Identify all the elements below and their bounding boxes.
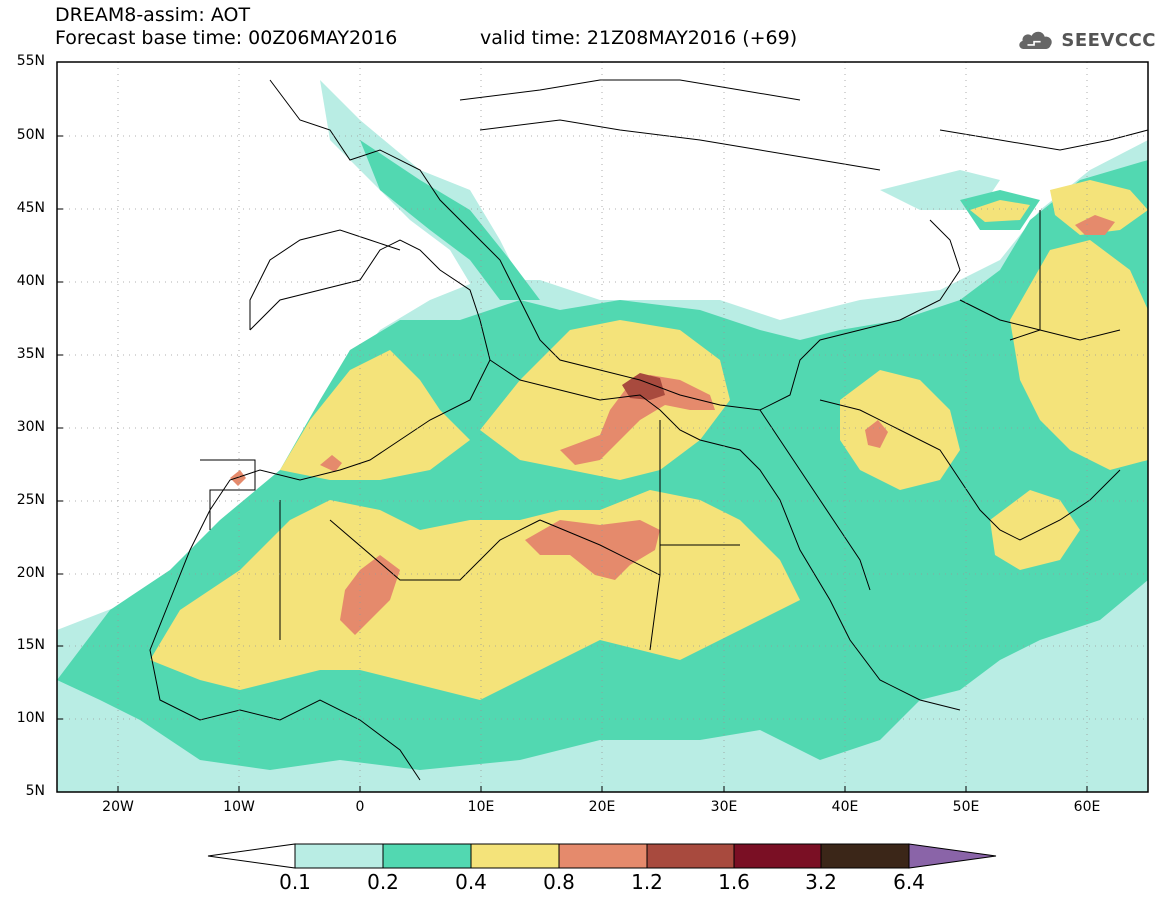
lat-label: 45N [16,200,45,216]
lat-label: 10N [16,710,45,726]
aot-band-1.2 [622,373,665,400]
lat-label: 55N [16,53,45,69]
valid-time: valid time: 21Z08MAY2016 (+69) [480,27,798,49]
map-title: DREAM8-assim: AOT [55,4,251,26]
legend-label: 0.1 [279,870,311,894]
legend-label: 1.2 [631,870,663,894]
axis-ticks [57,135,1088,792]
legend-label: 1.6 [718,870,750,894]
lat-label: 20N [16,565,45,581]
lat-label: 40N [16,273,45,289]
lon-label: 30E [710,799,738,815]
lon-label: 0 [355,799,365,815]
lon-label: 20W [102,799,134,815]
legend-label: 6.4 [893,870,925,894]
seevccc-logo: SEEVCCC [1016,22,1156,58]
legend-label: 0.2 [367,870,399,894]
aot-band-0.8 [230,215,1115,635]
lat-label: 30N [16,419,45,435]
coastlines [149,79,1148,781]
logo-text: SEEVCCC [1061,29,1156,51]
lon-label: 50E [952,799,980,815]
lat-label: 35N [16,346,45,362]
legend-label: 0.8 [543,870,575,894]
lon-label: 40E [831,799,859,815]
lat-label: 5N [25,783,45,799]
lon-label: 10W [223,799,255,815]
lat-label: 15N [16,637,45,653]
lon-label: 60E [1073,799,1101,815]
cloud-icon [1019,31,1052,50]
forecast-base-time: Forecast base time: 00Z06MAY2016 [55,27,398,49]
lon-label: 10E [467,799,495,815]
lat-label: 50N [16,127,45,143]
legend-label: 3.2 [805,870,837,894]
lon-label: 20E [588,799,616,815]
lat-label: 25N [16,492,45,508]
legend-label: 0.4 [455,870,487,894]
